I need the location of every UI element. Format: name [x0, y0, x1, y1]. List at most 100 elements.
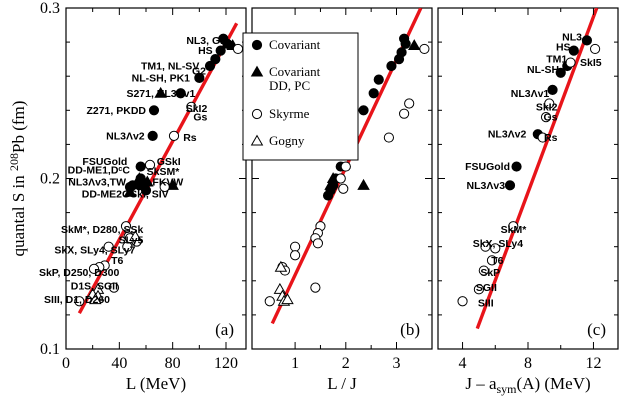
data-point-circle-open — [540, 112, 552, 123]
data-point-circle-open — [457, 296, 468, 307]
data-point-circle-filled — [204, 60, 216, 72]
panel-b: 1 2 3 (b) L / J — [251, 7, 433, 393]
point-label: NL3 — [562, 31, 582, 43]
x-tick-label: 80 — [165, 355, 181, 372]
point-label: SkI2 — [536, 101, 558, 113]
point-label: HS — [198, 45, 213, 57]
data-point-circle-filled — [215, 45, 226, 56]
point-label: HS — [556, 42, 571, 54]
x-tick-label: 2 — [342, 355, 350, 372]
point-label: Z271, PKDD — [86, 105, 146, 117]
point-label: T6 — [111, 255, 123, 267]
point-label: NL3, G1 — [186, 35, 226, 47]
point-label: NL3Λv2 — [106, 130, 145, 142]
data-point-circle-open — [232, 43, 244, 55]
point-label: NL3Λv3 — [467, 180, 506, 192]
data-point-circle-open — [565, 57, 576, 68]
legend-label: Gogny — [269, 133, 305, 148]
point-label: GSkI — [157, 156, 181, 168]
data-point-circle-open — [264, 296, 275, 307]
data-point-circle-filled — [373, 74, 384, 85]
y-axis-label: quantal S in 208Pb (fm) — [7, 101, 28, 257]
data-point-circle-filled — [148, 105, 160, 116]
point-label: SkX, SLy4, SLy7 — [54, 245, 135, 257]
data-point-circle-filled — [135, 161, 146, 172]
data-point-circle-filled — [386, 60, 397, 72]
data-point-triangle-open — [281, 293, 294, 305]
point-label: NL3Λv3,TW — [68, 176, 126, 188]
data-point-circle-filled — [400, 38, 411, 49]
data-point-triangle-open — [89, 293, 102, 305]
x-axis-label: L / J — [327, 374, 357, 393]
point-label: SGII — [476, 282, 497, 294]
data-point-circle-filled — [555, 67, 566, 78]
legend-label: Skyrme — [269, 106, 310, 121]
data-point-circle-open — [404, 98, 415, 109]
legend-marker — [251, 108, 263, 120]
data-point-circle-open — [478, 265, 489, 276]
data-point-circle-open — [508, 221, 519, 232]
legend-entry: Skyrme — [251, 106, 310, 121]
x-tick-label: 1 — [291, 355, 299, 372]
point-label: G2 — [192, 66, 206, 78]
x-tick-label: 3 — [393, 355, 401, 372]
data-point-circle-open — [88, 263, 100, 274]
data-point-circle-open — [338, 183, 349, 194]
point-label: Rs — [544, 132, 558, 144]
point-label: Gs — [543, 112, 557, 124]
point-label: SkP — [480, 267, 500, 279]
x-tick-label: 0 — [62, 355, 70, 372]
legend-entry: Covariant — [251, 37, 321, 52]
data-point-circle-open — [168, 130, 180, 141]
panel-label: (b) — [400, 320, 420, 339]
data-point-circle-filled — [511, 161, 522, 172]
legend-marker — [251, 39, 263, 51]
data-point-circle-open — [310, 282, 321, 293]
point-label: Rs — [183, 132, 197, 144]
data-point-triangle-filled — [407, 39, 421, 51]
point-label: TM1 — [546, 54, 567, 66]
data-point-circle-open — [335, 173, 346, 184]
data-point-circle-filled — [504, 180, 516, 191]
y-tick-label: 0.2 — [40, 171, 60, 188]
data-point-circle-filled — [368, 88, 379, 99]
data-point-circle-open — [122, 241, 133, 252]
point-label: DD-ME1,DᶜC — [68, 164, 131, 176]
data-point-circle-filled — [322, 190, 334, 201]
point-label: GSkI, SIV — [122, 188, 169, 200]
data-point-circle-open — [544, 98, 555, 109]
point-label: NL-SH — [527, 64, 559, 76]
point-label: Gs — [193, 112, 207, 124]
data-point-circle-filled — [568, 45, 579, 56]
data-point-circle-open — [74, 296, 85, 307]
data-point-circle-open — [537, 132, 548, 143]
point-label: DD-ME2 — [82, 188, 122, 200]
data-point-circle-filled — [147, 130, 158, 141]
data-point-triangle-filled — [166, 178, 179, 190]
point-label: FSUGold — [465, 161, 510, 173]
x-tick-label: 4 — [459, 355, 467, 372]
data-point-circle-open — [144, 159, 156, 170]
point-label: NL3Λv1 — [511, 88, 550, 100]
point-label: T6 — [491, 255, 503, 267]
data-point-circle-filled — [194, 72, 205, 84]
panel-marks — [264, 8, 430, 325]
point-label: SLy5 — [119, 234, 144, 246]
panel-marks — [74, 22, 244, 315]
data-point-circle-open — [473, 284, 485, 295]
x-tick-label: 12 — [585, 355, 601, 372]
data-point-circle-open — [419, 43, 430, 55]
legend-box — [242, 32, 359, 161]
point-label: FKVW — [152, 176, 183, 188]
data-point-circle-open — [340, 161, 351, 172]
point-label: NL3Λv2 — [488, 129, 527, 141]
x-axis-label: J – asym(A) (MeV) — [465, 374, 590, 396]
data-point-circle-open — [186, 101, 197, 112]
data-point-triangle-open — [129, 230, 142, 242]
x-tick-label: 8 — [524, 355, 532, 372]
